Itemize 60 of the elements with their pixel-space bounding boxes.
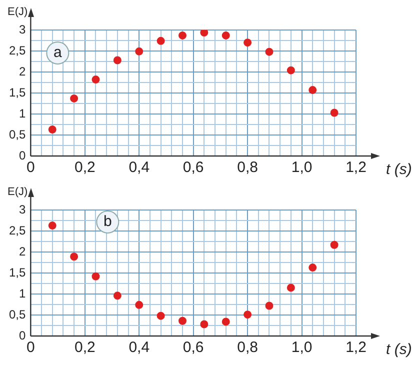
point xyxy=(330,240,338,249)
point xyxy=(48,126,56,134)
x-tick-label: 1,2 xyxy=(346,159,366,176)
x-tick-label: 1,0 xyxy=(291,339,312,356)
y-axis-title: E(J) xyxy=(8,6,28,18)
point xyxy=(113,56,122,64)
x-tick-label: 1,2 xyxy=(346,339,366,356)
y-tick-label: 2,5 xyxy=(8,43,26,58)
y-tick-label: 2 xyxy=(18,244,26,258)
y-tick-label: 3 xyxy=(18,22,26,36)
point xyxy=(156,36,165,45)
point xyxy=(135,300,144,309)
point xyxy=(330,108,338,117)
point xyxy=(286,66,295,74)
point xyxy=(70,252,78,261)
point xyxy=(265,48,274,56)
y-tick-label: 2,5 xyxy=(8,223,26,238)
y-tick-label: 0,5 xyxy=(8,307,26,322)
point xyxy=(200,320,208,328)
y-tick-label: 1 xyxy=(18,106,26,120)
y-tick-label: 0 xyxy=(18,328,26,342)
y-tick-label: 1,5 xyxy=(8,265,26,280)
point xyxy=(156,312,165,320)
point xyxy=(135,47,144,56)
y-tick-label: 3 xyxy=(18,202,26,216)
x-tick-label: 0,4 xyxy=(128,339,150,356)
point xyxy=(286,284,295,292)
x-axis-title: t (s) xyxy=(386,341,412,358)
annotation: a xyxy=(54,44,63,62)
point xyxy=(200,30,208,37)
y-tick-label: 2 xyxy=(18,64,26,78)
point xyxy=(70,94,78,102)
x-tick-label: 0,6 xyxy=(182,339,204,356)
x-tick-label: 1,0 xyxy=(291,159,312,176)
x-tick-label: 0,8 xyxy=(237,339,258,356)
y-tick-label: 1,5 xyxy=(8,85,26,100)
x-tick-label: 0,8 xyxy=(237,159,258,176)
point xyxy=(48,222,56,230)
y-tick-label: 0 xyxy=(18,148,26,162)
x-axis-title: t (s) xyxy=(386,161,412,178)
point xyxy=(222,318,230,326)
y-tick-label: 0,5 xyxy=(8,127,26,142)
point xyxy=(113,292,122,300)
point xyxy=(178,31,186,40)
point xyxy=(308,264,317,272)
point xyxy=(244,310,252,319)
annotation: b xyxy=(104,213,112,230)
x-tick-label: 0,2 xyxy=(74,159,96,176)
point xyxy=(178,316,186,325)
point xyxy=(92,76,100,84)
y-tick-label: 1 xyxy=(18,286,26,300)
point xyxy=(222,31,230,40)
point xyxy=(308,86,317,94)
point xyxy=(265,302,274,310)
x-tick-label: 0,2 xyxy=(74,339,96,356)
point xyxy=(244,38,252,47)
point xyxy=(92,272,100,280)
x-tick-label: 0,4 xyxy=(128,159,150,176)
y-axis-title: E(J) xyxy=(8,186,28,198)
x-tick-label: 0,6 xyxy=(182,159,204,176)
